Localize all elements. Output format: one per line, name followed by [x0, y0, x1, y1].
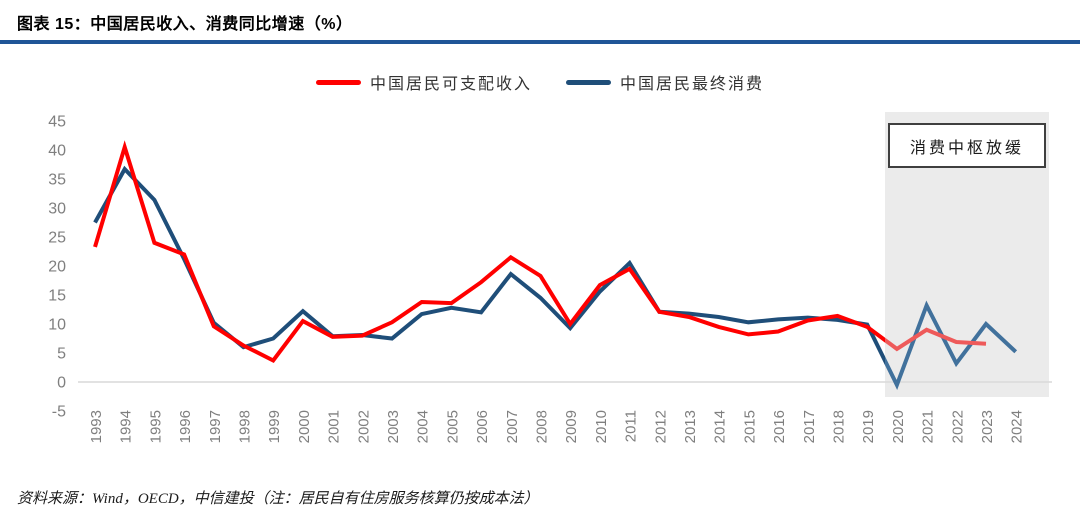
- legend-label-consumption: 中国居民最终消费: [620, 76, 765, 93]
- x-axis-tick-label: 1996: [177, 410, 194, 443]
- x-axis-tick-label: 1998: [237, 410, 254, 443]
- x-axis-tick-label: 2002: [355, 410, 372, 443]
- y-axis-tick-label: 30: [48, 201, 66, 218]
- legend-label-income: 中国居民可支配收入: [369, 76, 532, 93]
- x-axis-tick-label: 2012: [652, 410, 669, 443]
- x-axis-tick-label: 1994: [118, 410, 135, 443]
- x-axis-tick-label: 2001: [326, 410, 343, 443]
- x-axis-tick-label: 2014: [712, 410, 729, 443]
- consumption-line-swatch: [566, 79, 611, 85]
- y-axis-tick-label: 45: [48, 114, 66, 131]
- x-axis-tick-label: 2013: [682, 410, 699, 443]
- y-axis-tick-label: 10: [48, 317, 66, 334]
- x-axis-tick-label: 2023: [979, 410, 996, 443]
- consumption-line-highlight-segment: [885, 300, 1018, 390]
- y-axis-tick-label: 25: [48, 230, 66, 247]
- x-axis-tick-label: 2019: [860, 410, 877, 443]
- x-axis-tick-label: 2008: [534, 410, 551, 443]
- income-line-highlight-segment: [885, 327, 987, 352]
- title-rule: [0, 40, 1080, 44]
- legend-item-consumption: 中国居民最终消费: [566, 70, 764, 94]
- x-axis-tick-label: 2003: [385, 410, 402, 443]
- y-axis-tick-label: 5: [57, 346, 66, 363]
- y-axis-tick-label: 15: [48, 288, 66, 305]
- x-axis-tick-label: 2010: [593, 410, 610, 443]
- x-axis-tick-label: 1995: [147, 410, 164, 443]
- x-axis-tick-label: 1993: [88, 410, 105, 443]
- x-axis-tick-label: 2024: [1009, 410, 1026, 443]
- x-axis-tick-label: 2022: [949, 410, 966, 443]
- x-axis-tick-label: 2009: [563, 410, 580, 443]
- x-axis-tick-label: 2004: [415, 410, 432, 443]
- x-axis-tick-label: 2006: [474, 410, 491, 443]
- x-axis-tick-label: 2016: [771, 410, 788, 443]
- x-axis-tick-label: 2020: [890, 410, 907, 443]
- x-axis-tick-label: 2015: [741, 410, 758, 443]
- income-line-swatch: [315, 79, 361, 85]
- legend-item-income: 中国居民可支配收入: [315, 70, 532, 94]
- chart-title: 图表 15：中国居民收入、消费同比增速（%）: [17, 16, 353, 33]
- highlight-annotation-label: 消费中枢放缓: [909, 139, 1024, 157]
- x-axis-tick-label: 2007: [504, 410, 521, 443]
- consumption-line: [93, 165, 885, 366]
- source-note: 资料来源：Wind，OECD，中信建投（注：居民自有住房服务核算仍按成本法）: [17, 491, 539, 507]
- y-axis-tick-label: 40: [48, 143, 66, 160]
- x-axis-tick-label: 2000: [296, 410, 313, 443]
- x-axis-tick-label: 2018: [831, 410, 848, 443]
- y-axis-tick-label: 20: [48, 259, 66, 276]
- chart-legend: 中国居民可支配收入 中国居民最终消费: [0, 70, 1080, 94]
- highlight-annotation-box: 消费中枢放缓: [888, 123, 1046, 168]
- x-axis-tick-label: 2005: [444, 410, 461, 443]
- x-axis-tick-label: 1999: [266, 410, 283, 443]
- y-axis-tick-label: -5: [52, 404, 66, 421]
- y-axis-tick-label: 0: [57, 375, 66, 392]
- x-axis-tick-label: 2011: [623, 410, 640, 442]
- x-axis-tick-label: 2017: [801, 410, 818, 443]
- x-axis-tick-label: 2021: [920, 410, 937, 443]
- income-line: [93, 140, 885, 364]
- x-axis-tick-label: 1997: [207, 410, 224, 443]
- y-axis-tick-label: 35: [48, 172, 66, 189]
